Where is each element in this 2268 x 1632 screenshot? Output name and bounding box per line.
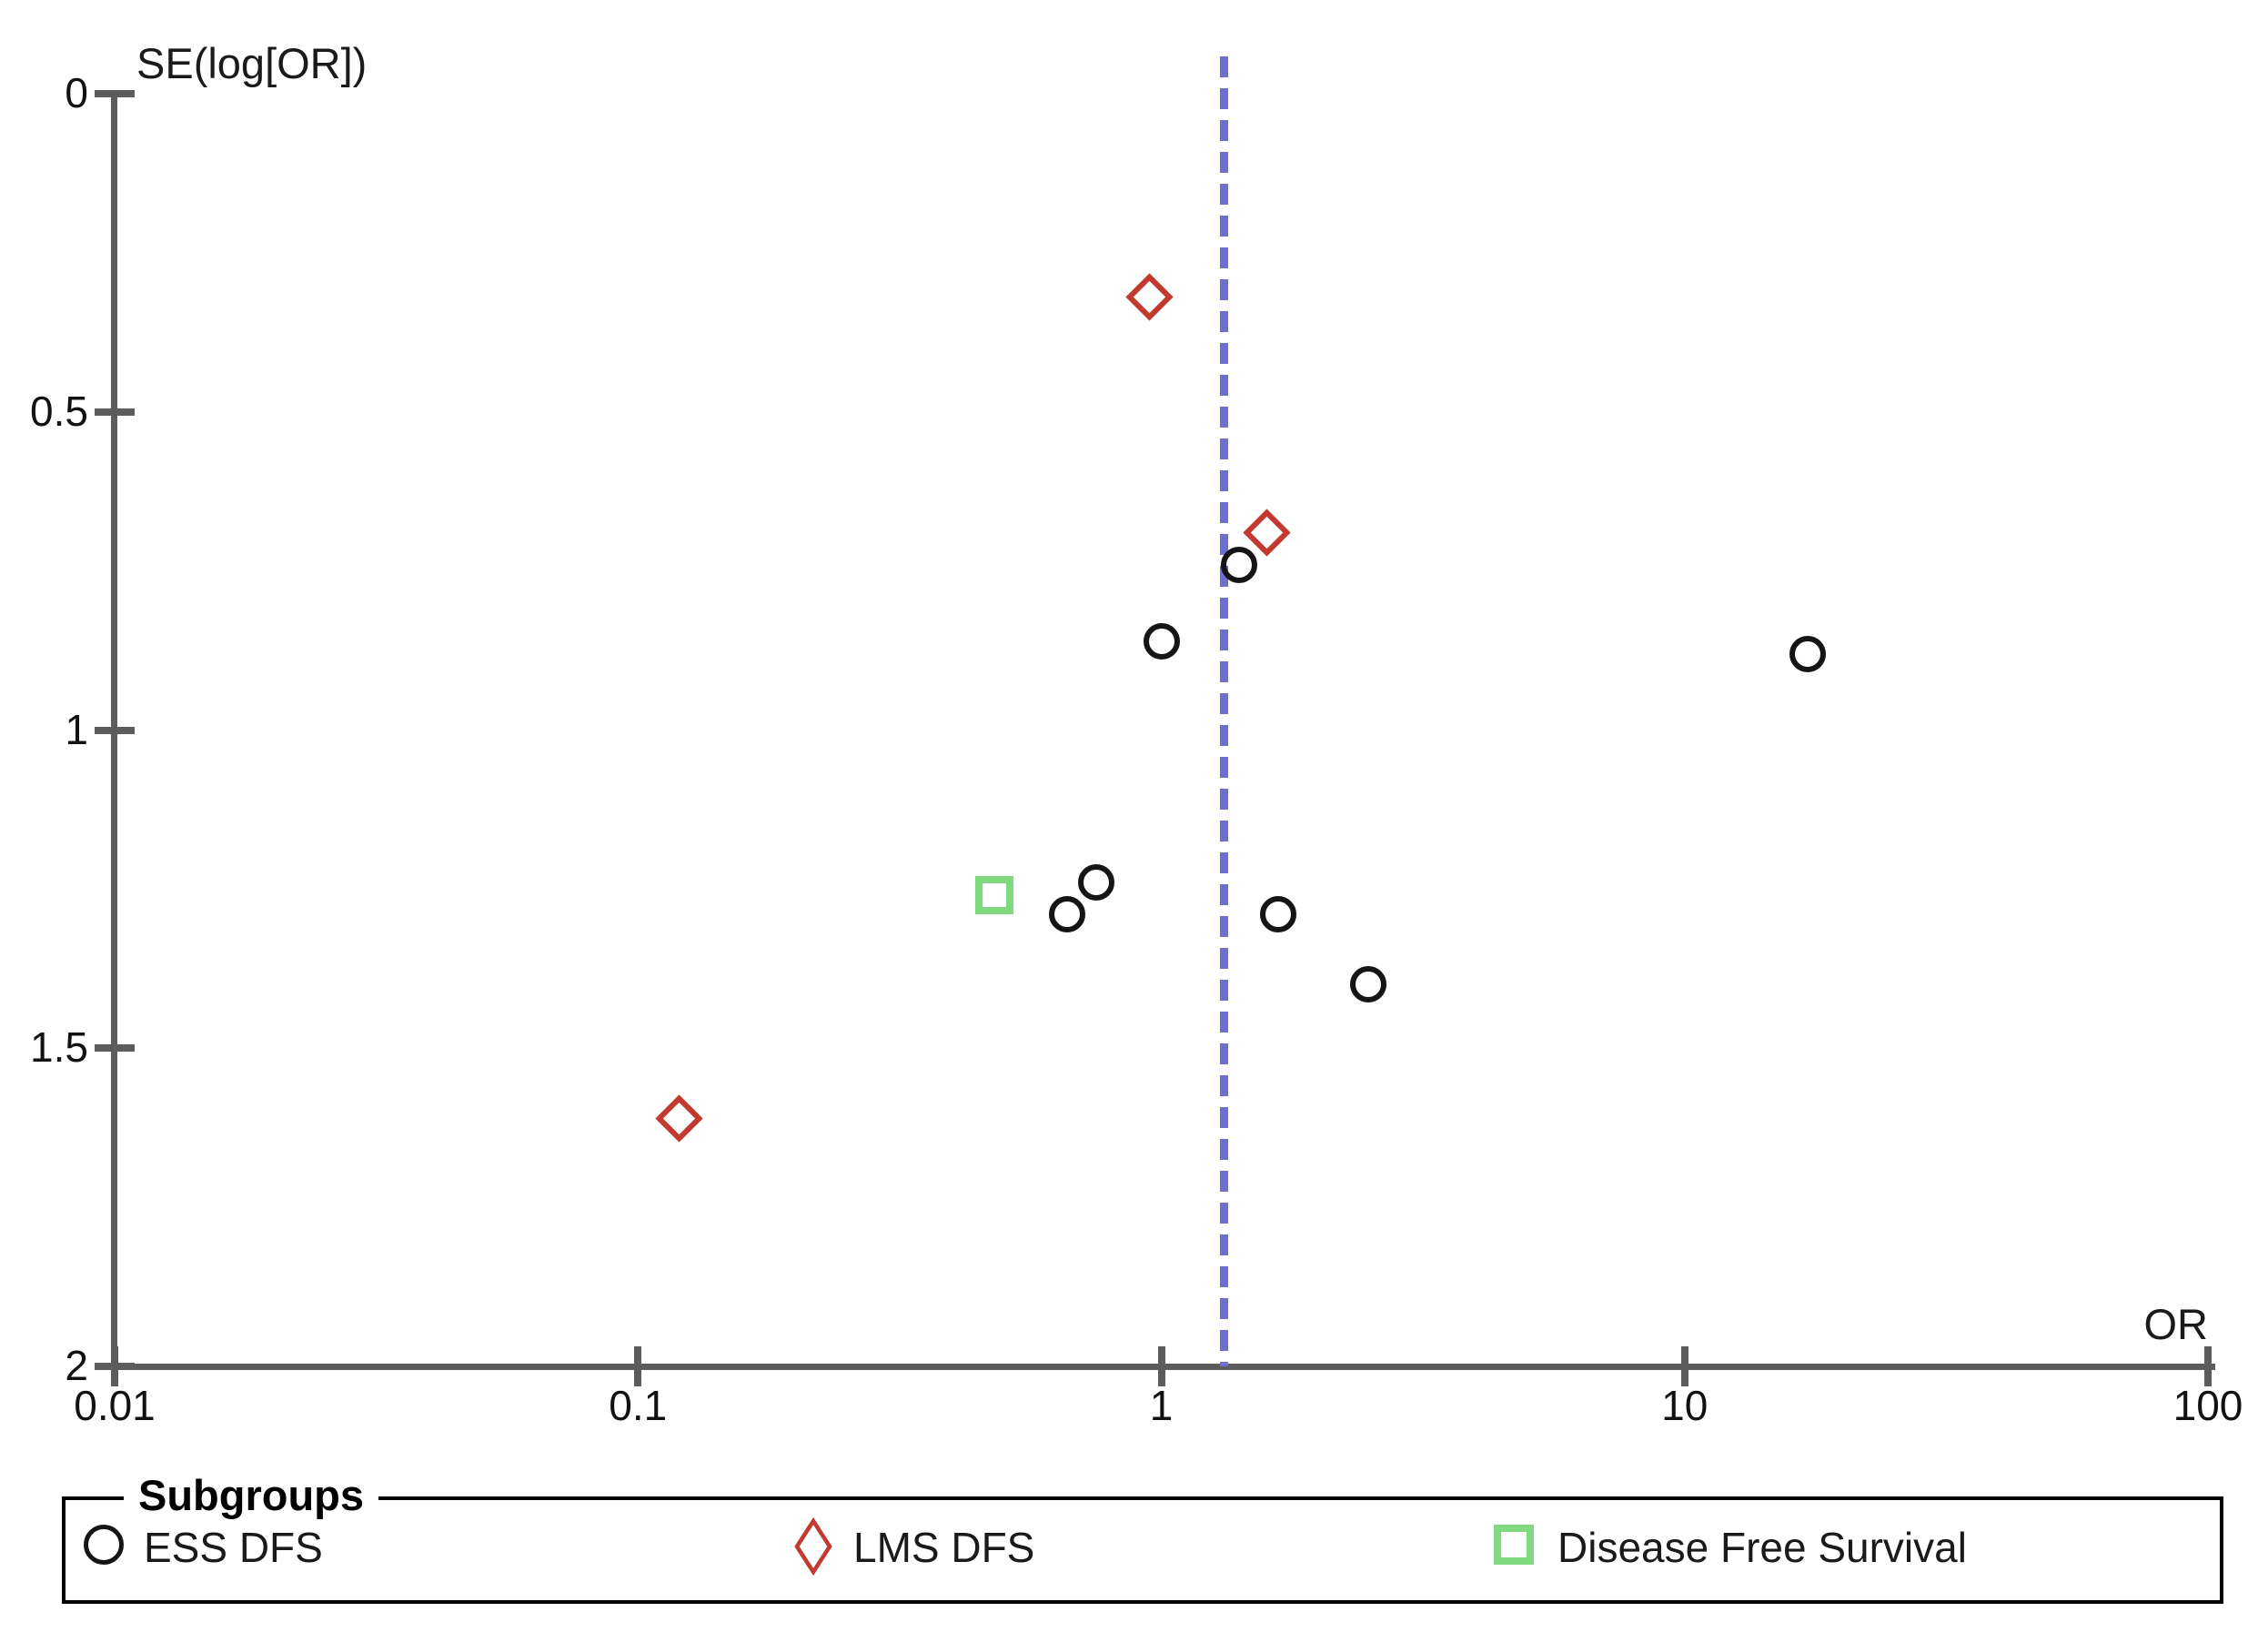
data-point-diamond — [655, 1094, 703, 1143]
data-point-circle — [1789, 635, 1827, 672]
x-tick-mark — [634, 1346, 642, 1386]
data-point-circle — [1221, 546, 1258, 583]
x-tick-mark — [2204, 1346, 2212, 1386]
circle-marker-icon — [84, 1525, 124, 1565]
legend-item-label: ESS DFS — [144, 1524, 323, 1571]
data-point-circle — [1143, 622, 1180, 660]
x-tick-label: 100 — [2172, 1382, 2243, 1429]
y-tick-label: 2 — [65, 1342, 88, 1389]
y-axis-line — [111, 94, 117, 1378]
y-tick-mark — [95, 1044, 135, 1053]
data-point-circle — [1350, 966, 1387, 1003]
legend-title: Subgroups — [124, 1470, 379, 1520]
y-axis-label: SE(log[OR]) — [136, 39, 368, 87]
y-tick-label: 0.5 — [30, 387, 88, 435]
y-tick-mark — [95, 726, 135, 734]
y-tick-label: 1.5 — [30, 1023, 88, 1072]
x-tick-label: 10 — [1661, 1382, 1709, 1429]
legend-box — [62, 1496, 2223, 1604]
pooled-estimate-dashed-line — [1220, 56, 1229, 1366]
x-tick-mark — [1680, 1346, 1688, 1386]
x-axis-label: OR — [2143, 1300, 2209, 1348]
data-point-circle — [1259, 896, 1296, 933]
x-tick-label: 0.1 — [609, 1382, 668, 1429]
y-tick-label: 1 — [65, 705, 88, 753]
x-tick-mark — [1157, 1346, 1165, 1386]
x-tick-label: 0.01 — [74, 1382, 156, 1429]
y-tick-mark — [95, 408, 135, 416]
y-tick-label: 0 — [65, 69, 88, 116]
data-point-circle — [1077, 864, 1114, 902]
data-point-circle — [1048, 896, 1085, 933]
data-point-square — [975, 876, 1014, 915]
x-tick-label: 1 — [1149, 1382, 1174, 1429]
diamond-marker-icon — [794, 1517, 832, 1576]
x-tick-mark — [111, 1346, 118, 1386]
y-tick-mark — [95, 90, 135, 97]
legend-item-label: Disease Free Survival — [1557, 1524, 1967, 1571]
legend-item-label: LMS DFS — [853, 1524, 1035, 1571]
square-marker-icon — [1494, 1525, 1534, 1565]
data-point-diamond — [1125, 273, 1174, 321]
data-point-diamond — [1243, 509, 1291, 557]
